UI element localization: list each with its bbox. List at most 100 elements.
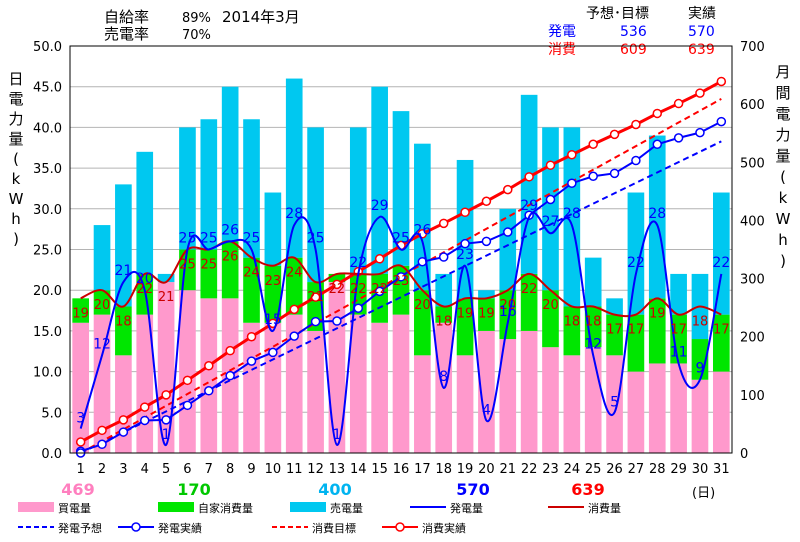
bar-segment <box>72 298 90 323</box>
generation-value-label: 22 <box>349 255 367 271</box>
generation-value-label: 28 <box>563 206 581 222</box>
cons-actual-point <box>332 279 342 290</box>
generation-value-label: 22 <box>627 255 645 271</box>
consumption-value-label: 20 <box>500 298 517 313</box>
generation-value-label: 11 <box>670 344 688 360</box>
cons-actual-point <box>310 292 321 302</box>
x-tick-label: 13 <box>329 462 346 477</box>
cons-actual-point <box>75 437 86 447</box>
left-tick-label: 50.0 <box>33 40 62 55</box>
bar-segment <box>563 306 581 356</box>
generation-value-label: 29 <box>371 198 389 214</box>
x-tick-label: 5 <box>162 462 170 477</box>
axis-title-char: 電 <box>8 90 23 108</box>
consumption-value-label: 18 <box>435 314 452 329</box>
legend-item: 売電量 <box>290 502 363 515</box>
consumption-value-label: 23 <box>393 274 410 289</box>
generation-value-label: 16 <box>499 304 517 320</box>
cons-actual-point <box>673 98 684 109</box>
legend-label: 自家消費量 <box>198 501 253 515</box>
bar-segment <box>648 298 666 364</box>
generation-value-label: 20 <box>136 271 154 287</box>
axis-title-char: 日 <box>8 70 23 88</box>
bar-segment <box>499 339 517 453</box>
bar-segment <box>221 86 239 242</box>
daily-lines <box>79 211 723 446</box>
gen-actual-point <box>246 356 257 366</box>
gen-actual-point <box>652 139 663 150</box>
x-tick-label: 7 <box>205 462 213 477</box>
sell-rate-label: 売電率 <box>104 25 149 43</box>
bar-segment <box>179 290 196 453</box>
consumption-value-label: 19 <box>478 306 495 321</box>
bar-segment <box>93 290 111 315</box>
x-tick-label: 11 <box>286 462 303 477</box>
total-value: 639 <box>571 480 604 499</box>
cons-actual-point <box>695 88 705 98</box>
cons-actual-point <box>139 402 150 412</box>
x-tick-label: 4 <box>141 462 149 477</box>
gen-actual-point <box>97 439 107 450</box>
bar-segment <box>136 151 154 274</box>
bar-segment <box>606 355 623 453</box>
legend-item: 発電実績 <box>118 521 202 535</box>
gen-actual-point <box>225 370 235 381</box>
sell-rate-value: 70% <box>182 28 211 43</box>
bar-segment <box>349 127 367 274</box>
bar-segment <box>414 290 431 356</box>
bar-segment <box>285 78 303 258</box>
bar-segment <box>478 298 495 331</box>
gen-actual-point <box>609 168 620 179</box>
bar-segment <box>328 273 346 283</box>
consumption-value-label: 17 <box>670 323 687 338</box>
x-tick-label: 29 <box>670 462 687 477</box>
cons-actual-point <box>161 390 171 400</box>
legend-label: 売電量 <box>330 502 363 515</box>
x-tick-label: 23 <box>542 462 559 477</box>
right-tick-label: 100 <box>740 389 765 404</box>
x-tick-label: 8 <box>226 462 234 477</box>
bar-segment <box>712 192 730 315</box>
bar-segment <box>200 249 218 299</box>
gen-actual-point <box>481 236 492 247</box>
consumption-value-label: 21 <box>307 290 324 305</box>
plot-frame <box>69 45 733 454</box>
left-tick-label: 40.0 <box>33 121 62 136</box>
legend-label: 買電量 <box>58 502 91 515</box>
gen-actual-point <box>353 303 364 313</box>
cons-actual-point <box>374 254 385 264</box>
bar-segment <box>285 314 303 453</box>
cons-actual-point <box>182 375 193 386</box>
consumption-value-label: 17 <box>606 323 623 338</box>
gen-actual-point <box>503 227 513 237</box>
consumption-value-label: 22 <box>136 282 153 297</box>
bar-segment <box>264 265 282 323</box>
legend-label: 発電予想 <box>58 521 102 535</box>
generation-value-label: 29 <box>520 198 538 214</box>
x-tick-label: 3 <box>119 462 127 477</box>
legend-item: 発電予想 <box>18 521 102 535</box>
x-tick-label: 24 <box>564 462 581 477</box>
generation-value-label: 4 <box>482 402 491 418</box>
cons-actual-point <box>97 425 107 436</box>
consumption-value-label: 19 <box>72 306 89 321</box>
legend-item: 消費目標 <box>272 521 356 535</box>
generation-value-label: 1 <box>162 427 171 443</box>
generation-daily-line <box>79 211 723 446</box>
legend-item: 消費実績 <box>382 521 466 535</box>
legend-item: 自家消費量 <box>158 501 253 515</box>
cons-actual-point <box>289 304 299 315</box>
bar-segment <box>606 314 623 356</box>
bar-segment <box>93 225 111 291</box>
axis-title-char: ) <box>780 252 786 270</box>
x-tick-label: 30 <box>692 462 709 477</box>
generation-value-label: 9 <box>696 361 705 377</box>
axis-title-char: 力 <box>8 110 23 128</box>
consumption-value-label: 23 <box>265 274 282 289</box>
x-tick-label: 6 <box>183 462 191 477</box>
legend-item: 消費量 <box>548 501 621 515</box>
total-value: 170 <box>177 480 210 499</box>
right-tick-label: 200 <box>740 331 765 346</box>
